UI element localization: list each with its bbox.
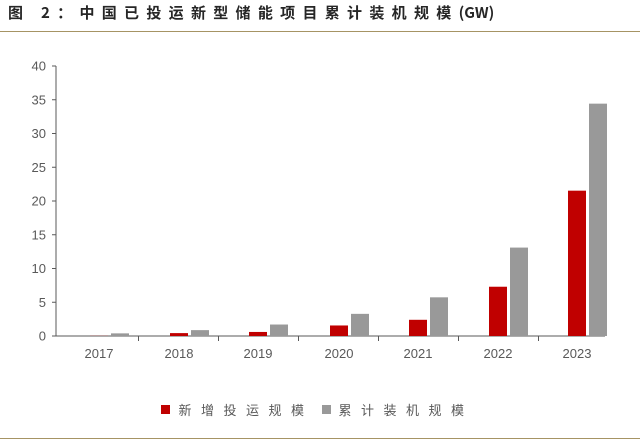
svg-text:40: 40 <box>32 59 46 74</box>
svg-text:2021: 2021 <box>404 346 433 361</box>
svg-text:2018: 2018 <box>165 346 194 361</box>
svg-text:2019: 2019 <box>244 346 273 361</box>
svg-text:25: 25 <box>32 160 46 175</box>
svg-text:10: 10 <box>32 261 46 276</box>
svg-text:2020: 2020 <box>325 346 354 361</box>
svg-text:2017: 2017 <box>85 346 114 361</box>
svg-text:2023: 2023 <box>563 346 592 361</box>
svg-text:15: 15 <box>32 227 46 242</box>
svg-text:2022: 2022 <box>484 346 513 361</box>
svg-text:5: 5 <box>39 295 46 310</box>
svg-text:30: 30 <box>32 126 46 141</box>
svg-text:20: 20 <box>32 194 46 209</box>
svg-text:0: 0 <box>39 329 46 344</box>
svg-text:35: 35 <box>32 92 46 107</box>
